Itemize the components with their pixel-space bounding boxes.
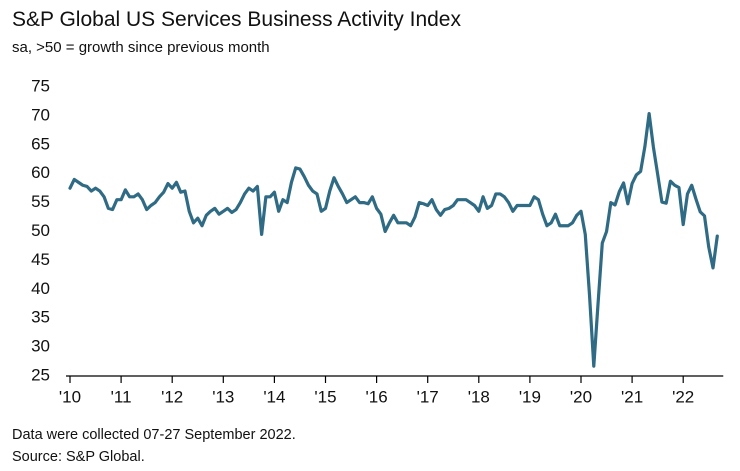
x-tick-label: '13 xyxy=(212,387,234,406)
y-tick-label: 75 xyxy=(31,76,50,95)
y-tick-label: 25 xyxy=(31,365,50,384)
y-tick-label: 70 xyxy=(31,105,50,124)
y-tick-label: 40 xyxy=(31,279,50,298)
footnote: Data were collected 07-27 September 2022… xyxy=(12,427,296,443)
y-tick-label: 45 xyxy=(31,250,50,269)
y-tick-label: 35 xyxy=(31,308,50,327)
source-note: Source: S&P Global. xyxy=(12,449,145,465)
y-tick-label: 65 xyxy=(31,134,50,153)
y-tick-label: 30 xyxy=(31,337,50,356)
x-tick-label: '14 xyxy=(263,387,285,406)
chart-title: S&P Global US Services Business Activity… xyxy=(12,8,461,31)
x-tick-label: '18 xyxy=(468,387,490,406)
x-tick-label: '22 xyxy=(672,387,694,406)
x-tick-label: '17 xyxy=(417,387,439,406)
y-tick-label: 55 xyxy=(31,192,50,211)
x-tick-label: '19 xyxy=(519,387,541,406)
chart-subtitle: sa, >50 = growth since previous month xyxy=(12,39,270,56)
x-tick-label: '20 xyxy=(570,387,592,406)
y-tick-label: 50 xyxy=(31,221,50,240)
x-tick-label: '21 xyxy=(621,387,643,406)
x-tick-label: '12 xyxy=(161,387,183,406)
x-tick-label: '10 xyxy=(59,387,81,406)
data-line xyxy=(68,111,719,368)
x-tick-label: '15 xyxy=(314,387,336,406)
x-tick-label: '16 xyxy=(366,387,388,406)
x-tick-label: '11 xyxy=(111,387,132,406)
y-tick-label: 60 xyxy=(31,163,50,182)
